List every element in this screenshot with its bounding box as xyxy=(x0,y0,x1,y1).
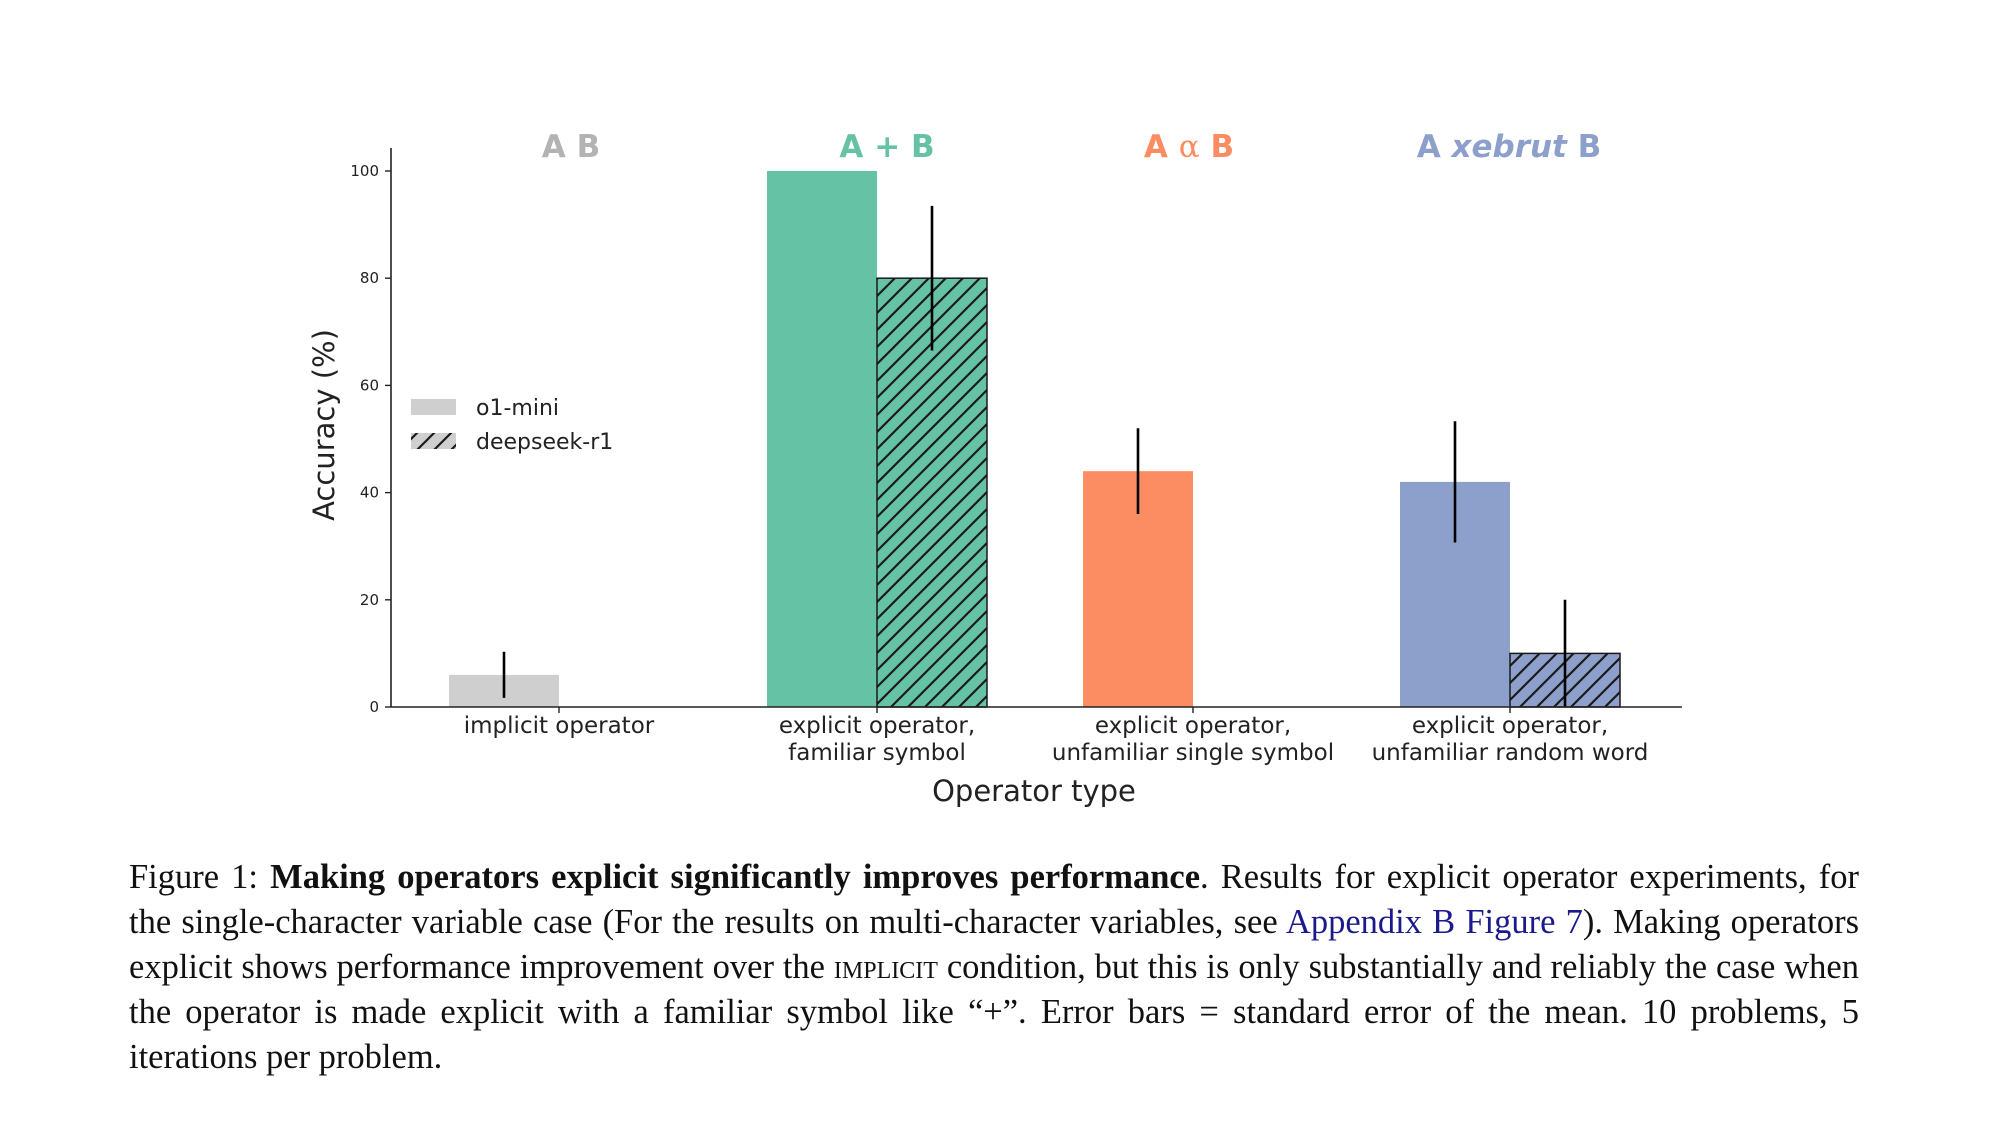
caption-text-1: . Results for explicit operator experime… xyxy=(129,858,1859,941)
x-tick-label-4: explicit operator, xyxy=(1412,713,1608,739)
x-tick-label-2-line2: familiar symbol xyxy=(788,740,966,766)
y-tick-label: 100 xyxy=(350,162,379,180)
group-header-4: A xebrut B xyxy=(1417,129,1602,165)
x-tick-label-1: implicit operator xyxy=(464,713,655,739)
caption-implicit-smallcaps: implicit xyxy=(833,948,938,986)
group-header-3: A α B xyxy=(1144,129,1234,165)
y-tick-label: 40 xyxy=(360,484,379,502)
y-tick-label: 60 xyxy=(360,376,379,394)
x-tick-label-2: explicit operator, xyxy=(779,713,975,739)
caption-figure-label: Figure 1: xyxy=(129,858,259,896)
legend-label-deepseek-r1: deepseek-r1 xyxy=(476,430,613,455)
y-tick-label: 0 xyxy=(369,698,379,716)
legend-swatch-o1-mini xyxy=(411,399,456,415)
y-axis-label: Accuracy (%) xyxy=(307,329,341,521)
y-tick-label: 20 xyxy=(360,591,379,609)
x-axis-label: Operator type xyxy=(932,774,1136,808)
caption-bold-lead: Making operators explicit significantly … xyxy=(270,858,1201,896)
caption-text-2: ). Making operators explicit shows perfo… xyxy=(129,903,1859,986)
bar-o1-mini-2 xyxy=(767,171,877,707)
appendix-link[interactable]: Appendix B Figure 7 xyxy=(1285,903,1583,941)
caption-text-3: condition, but this is only substantiall… xyxy=(129,948,1859,1076)
y-tick-label: 80 xyxy=(360,269,379,287)
group-header-1: A B xyxy=(542,129,600,165)
legend-swatch-hatch-deepseek-r1 xyxy=(411,433,456,449)
x-tick-label-3-line2: unfamiliar single symbol xyxy=(1052,740,1334,766)
group-header-2: A + B xyxy=(839,129,934,165)
bar-chart: A B A + B A α B A xebrut B 0 20 40 60 80 100 impl… xyxy=(307,129,1682,808)
figure-caption: Figure 1: Making operators explicit sign… xyxy=(129,855,1859,1080)
x-tick-label-3: explicit operator, xyxy=(1095,713,1291,739)
x-tick-label-4-line2: unfamiliar random word xyxy=(1372,740,1649,766)
legend-label-o1-mini: o1-mini xyxy=(476,396,559,421)
